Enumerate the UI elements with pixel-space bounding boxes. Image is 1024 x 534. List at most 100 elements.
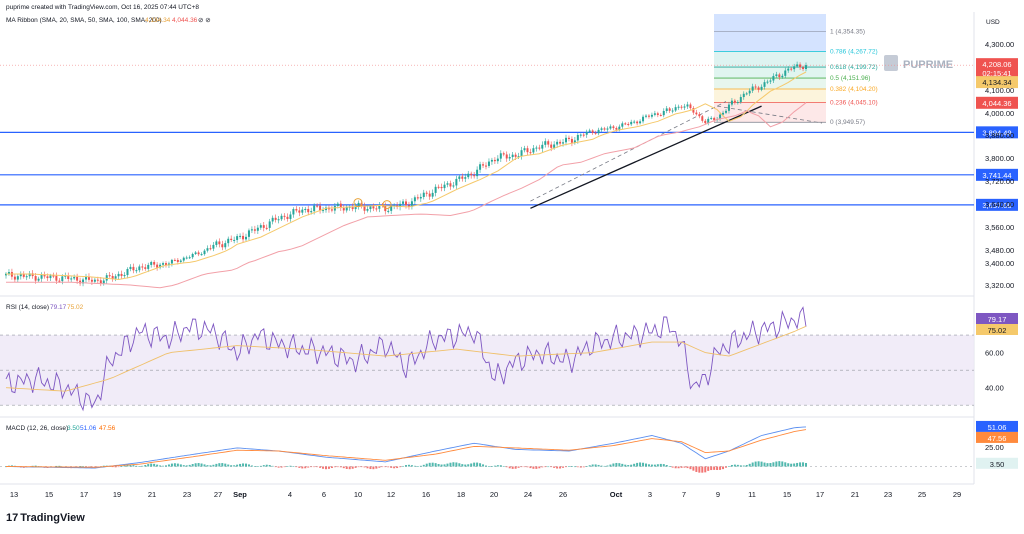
candle-body[interactable]: [253, 229, 256, 231]
candle-body[interactable]: [642, 116, 645, 122]
candle-body[interactable]: [745, 93, 748, 95]
candle-body[interactable]: [49, 275, 52, 279]
macd-histogram-bar[interactable]: [567, 466, 570, 467]
macd-histogram-bar[interactable]: [58, 465, 61, 467]
macd-histogram-bar[interactable]: [280, 466, 283, 468]
candle-body[interactable]: [748, 90, 751, 94]
rsi-line[interactable]: [5, 306, 807, 412]
macd-histogram-bar[interactable]: [600, 465, 603, 467]
candle-body[interactable]: [277, 219, 280, 221]
candle-body[interactable]: [43, 274, 46, 277]
macd-histogram-bar[interactable]: [387, 466, 390, 468]
candle-body[interactable]: [496, 158, 499, 162]
candle-body[interactable]: [120, 273, 123, 276]
macd-histogram-bar[interactable]: [680, 466, 683, 468]
macd-histogram-bar[interactable]: [239, 463, 242, 467]
macd-histogram-bar[interactable]: [796, 462, 799, 467]
macd-histogram-bar[interactable]: [167, 464, 170, 467]
macd-histogram-bar[interactable]: [393, 466, 396, 469]
macd-histogram-bar[interactable]: [185, 465, 188, 467]
candle-body[interactable]: [588, 130, 591, 132]
candle-body[interactable]: [194, 252, 197, 255]
macd-histogram-bar[interactable]: [479, 463, 482, 467]
candle-body[interactable]: [185, 257, 188, 259]
candle-body[interactable]: [90, 279, 93, 282]
candle-body[interactable]: [455, 178, 458, 186]
candle-body[interactable]: [114, 276, 117, 279]
candle-body[interactable]: [636, 121, 639, 124]
candle-body[interactable]: [76, 276, 79, 281]
candle-body[interactable]: [650, 114, 653, 117]
candle-body[interactable]: [286, 216, 289, 219]
candle-body[interactable]: [514, 154, 517, 157]
macd-histogram-bar[interactable]: [245, 463, 247, 467]
macd-line[interactable]: [5, 426, 807, 469]
candle-body[interactable]: [330, 209, 333, 211]
macd-histogram-bar[interactable]: [502, 465, 505, 467]
macd-histogram-bar[interactable]: [653, 464, 656, 467]
candle-body[interactable]: [363, 205, 366, 211]
candle-body[interactable]: [34, 276, 37, 281]
macd-histogram-bar[interactable]: [322, 466, 325, 469]
candle-body[interactable]: [416, 197, 419, 199]
macd-histogram-bar[interactable]: [597, 464, 600, 467]
candle-body[interactable]: [722, 112, 725, 115]
macd-histogram-bar[interactable]: [582, 466, 585, 468]
macd-histogram-bar[interactable]: [603, 465, 606, 467]
macd-histogram-bar[interactable]: [739, 465, 742, 467]
macd-histogram-bar[interactable]: [351, 466, 354, 469]
macd-histogram-bar[interactable]: [366, 466, 369, 469]
macd-histogram-bar[interactable]: [194, 463, 197, 467]
macd-histogram-bar[interactable]: [485, 465, 487, 467]
candle-body[interactable]: [585, 131, 588, 135]
candle-body[interactable]: [179, 260, 182, 262]
macd-histogram-bar[interactable]: [203, 464, 206, 467]
candle-body[interactable]: [487, 161, 490, 166]
candle-body[interactable]: [805, 65, 807, 70]
macd-histogram-bar[interactable]: [333, 466, 336, 468]
macd-histogram-bar[interactable]: [316, 466, 319, 468]
macd-histogram-bar[interactable]: [674, 466, 677, 469]
candle-body[interactable]: [25, 276, 28, 278]
candle-body[interactable]: [618, 126, 621, 130]
candle-body[interactable]: [265, 227, 268, 229]
candle-body[interactable]: [582, 134, 585, 136]
macd-histogram-bar[interactable]: [550, 466, 553, 468]
candle-body[interactable]: [239, 235, 242, 237]
macd-histogram-bar[interactable]: [339, 466, 342, 468]
candle-body[interactable]: [597, 129, 600, 134]
candle-body[interactable]: [295, 209, 298, 211]
candle-body[interactable]: [138, 266, 141, 271]
candle-body[interactable]: [188, 257, 191, 259]
macd-histogram-bar[interactable]: [132, 465, 135, 467]
candle-body[interactable]: [215, 241, 218, 245]
candle-body[interactable]: [710, 117, 713, 119]
macd-histogram-bar[interactable]: [487, 466, 490, 467]
candle-body[interactable]: [141, 266, 144, 268]
macd-histogram-bar[interactable]: [532, 466, 535, 469]
candle-body[interactable]: [46, 276, 49, 279]
candle-body[interactable]: [236, 236, 239, 240]
macd-histogram-bar[interactable]: [310, 466, 313, 468]
candle-body[interactable]: [470, 173, 473, 176]
macd-histogram-bar[interactable]: [716, 466, 719, 471]
macd-histogram-bar[interactable]: [212, 464, 215, 467]
macd-histogram-bar[interactable]: [173, 463, 176, 467]
macd-histogram-bar[interactable]: [529, 466, 532, 469]
candle-body[interactable]: [775, 74, 778, 76]
candle-body[interactable]: [624, 123, 627, 125]
macd-histogram-bar[interactable]: [402, 465, 405, 467]
candle-body[interactable]: [573, 140, 576, 143]
macd-histogram-bar[interactable]: [751, 462, 754, 467]
macd-histogram-bar[interactable]: [565, 466, 567, 468]
macd-histogram-bar[interactable]: [144, 464, 147, 467]
sma50-line[interactable]: [6, 102, 807, 289]
candle-body[interactable]: [413, 197, 416, 202]
candle-body[interactable]: [550, 144, 553, 148]
candle-body[interactable]: [425, 192, 428, 194]
candle-body[interactable]: [342, 208, 345, 211]
candle-body[interactable]: [102, 280, 105, 284]
macd-histogram-bar[interactable]: [443, 464, 446, 467]
macd-histogram-bar[interactable]: [301, 466, 304, 469]
macd-histogram-bar[interactable]: [363, 466, 366, 468]
